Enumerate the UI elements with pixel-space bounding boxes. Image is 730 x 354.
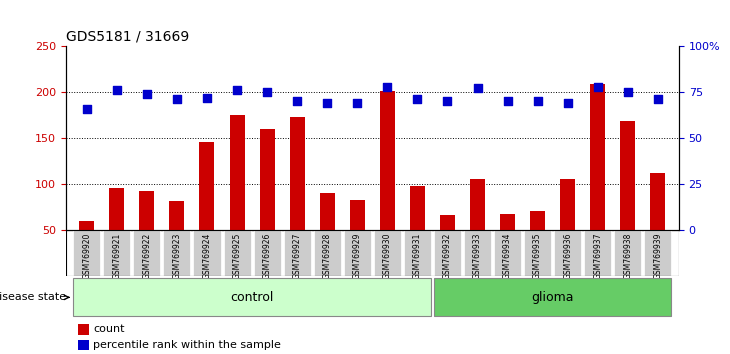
FancyBboxPatch shape xyxy=(524,230,551,276)
Point xyxy=(562,100,574,106)
Bar xyxy=(350,200,365,276)
Text: count: count xyxy=(93,324,125,334)
Bar xyxy=(530,211,545,276)
FancyBboxPatch shape xyxy=(253,230,280,276)
Point xyxy=(592,84,604,89)
Bar xyxy=(290,117,304,276)
Bar xyxy=(470,179,485,276)
FancyBboxPatch shape xyxy=(584,230,611,276)
Point xyxy=(261,89,273,95)
Point xyxy=(472,86,483,91)
Point xyxy=(502,98,513,104)
Text: GSM769925: GSM769925 xyxy=(233,233,242,279)
Text: disease state: disease state xyxy=(0,292,69,302)
Text: GSM769938: GSM769938 xyxy=(623,233,632,279)
Bar xyxy=(169,201,185,276)
Text: GSM769932: GSM769932 xyxy=(443,233,452,279)
Bar xyxy=(440,215,455,276)
Text: GSM769920: GSM769920 xyxy=(82,233,91,279)
Text: GSM769931: GSM769931 xyxy=(413,233,422,279)
FancyBboxPatch shape xyxy=(73,230,100,276)
Point xyxy=(382,84,393,89)
Bar xyxy=(650,173,665,276)
FancyBboxPatch shape xyxy=(494,230,521,276)
FancyBboxPatch shape xyxy=(134,230,161,276)
Bar xyxy=(320,193,335,276)
FancyBboxPatch shape xyxy=(193,230,220,276)
Text: GSM769927: GSM769927 xyxy=(293,233,301,279)
Bar xyxy=(591,84,605,276)
FancyBboxPatch shape xyxy=(434,230,461,276)
Point xyxy=(111,87,123,93)
Point xyxy=(531,98,543,104)
Text: GSM769922: GSM769922 xyxy=(142,233,151,279)
Text: GSM769930: GSM769930 xyxy=(383,233,392,279)
Text: GDS5181 / 31669: GDS5181 / 31669 xyxy=(66,29,189,44)
Bar xyxy=(110,188,124,276)
Text: control: control xyxy=(231,291,274,304)
Point xyxy=(622,89,634,95)
Bar xyxy=(78,324,89,335)
Text: GSM769928: GSM769928 xyxy=(323,233,331,279)
Bar xyxy=(139,192,154,276)
Text: GSM769921: GSM769921 xyxy=(112,233,121,279)
Point xyxy=(81,106,93,112)
Point xyxy=(171,97,182,102)
FancyBboxPatch shape xyxy=(223,230,250,276)
Point xyxy=(442,98,453,104)
Text: GSM769933: GSM769933 xyxy=(473,233,482,279)
Text: percentile rank within the sample: percentile rank within the sample xyxy=(93,340,281,350)
Text: GSM769926: GSM769926 xyxy=(263,233,272,279)
FancyBboxPatch shape xyxy=(374,230,401,276)
FancyBboxPatch shape xyxy=(344,230,371,276)
FancyBboxPatch shape xyxy=(554,230,581,276)
Text: GSM769923: GSM769923 xyxy=(172,233,182,279)
Bar xyxy=(260,129,274,276)
FancyBboxPatch shape xyxy=(434,278,672,316)
Text: GSM769934: GSM769934 xyxy=(503,233,512,279)
FancyBboxPatch shape xyxy=(645,230,672,276)
Text: GSM769937: GSM769937 xyxy=(593,233,602,279)
Bar xyxy=(560,179,575,276)
Point xyxy=(201,95,213,101)
Text: GSM769936: GSM769936 xyxy=(563,233,572,279)
Bar xyxy=(410,186,425,276)
Point xyxy=(141,91,153,97)
FancyBboxPatch shape xyxy=(464,230,491,276)
FancyBboxPatch shape xyxy=(164,230,191,276)
FancyBboxPatch shape xyxy=(404,230,431,276)
Text: GSM769939: GSM769939 xyxy=(653,233,662,279)
Bar xyxy=(229,115,245,276)
Point xyxy=(351,100,363,106)
Bar xyxy=(380,91,395,276)
Text: glioma: glioma xyxy=(531,291,574,304)
Point xyxy=(412,97,423,102)
Text: GSM769924: GSM769924 xyxy=(202,233,212,279)
Text: GSM769935: GSM769935 xyxy=(533,233,542,279)
Bar xyxy=(199,142,215,276)
Bar xyxy=(80,221,94,276)
FancyBboxPatch shape xyxy=(73,278,431,316)
FancyBboxPatch shape xyxy=(103,230,131,276)
FancyBboxPatch shape xyxy=(614,230,642,276)
FancyBboxPatch shape xyxy=(284,230,311,276)
Text: GSM769929: GSM769929 xyxy=(353,233,362,279)
Point xyxy=(321,100,333,106)
Bar xyxy=(78,340,89,350)
Bar xyxy=(620,121,635,276)
Point xyxy=(291,98,303,104)
Point xyxy=(652,97,664,102)
FancyBboxPatch shape xyxy=(314,230,341,276)
Bar xyxy=(500,213,515,276)
Point xyxy=(231,87,243,93)
